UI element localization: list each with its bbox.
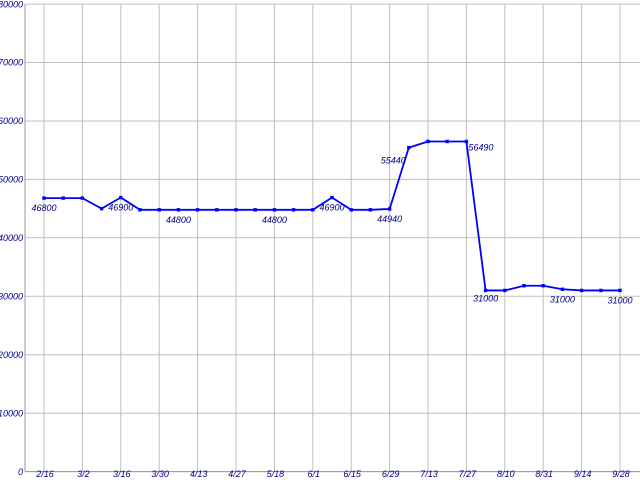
svg-text:6/15: 6/15: [343, 469, 362, 479]
svg-text:6/1: 6/1: [308, 469, 321, 479]
svg-text:40000: 40000: [0, 233, 23, 243]
svg-text:20000: 20000: [0, 350, 23, 360]
svg-text:44940: 44940: [377, 214, 402, 224]
svg-text:10000: 10000: [0, 408, 23, 418]
svg-text:3/2: 3/2: [77, 469, 90, 479]
svg-text:46900: 46900: [319, 203, 344, 213]
svg-text:44800: 44800: [166, 215, 191, 225]
svg-text:9/14: 9/14: [574, 469, 592, 479]
svg-text:46900: 46900: [108, 203, 133, 213]
svg-text:7/27: 7/27: [459, 469, 478, 479]
svg-text:9/28: 9/28: [612, 469, 630, 479]
svg-text:70000: 70000: [0, 58, 23, 68]
svg-text:5/18: 5/18: [267, 469, 285, 479]
svg-text:31000: 31000: [473, 293, 498, 303]
svg-text:56490: 56490: [468, 143, 493, 153]
svg-text:30000: 30000: [0, 292, 23, 302]
svg-text:7/13: 7/13: [420, 469, 438, 479]
svg-text:50000: 50000: [0, 175, 23, 185]
svg-text:2/16: 2/16: [35, 469, 54, 479]
svg-text:80000: 80000: [0, 0, 23, 9]
svg-text:4/13: 4/13: [190, 469, 208, 479]
svg-text:6/29: 6/29: [382, 469, 400, 479]
svg-text:55440: 55440: [381, 156, 406, 166]
svg-text:4/27: 4/27: [228, 469, 247, 479]
svg-text:31000: 31000: [607, 295, 632, 305]
svg-text:3/30: 3/30: [151, 469, 169, 479]
svg-text:46800: 46800: [31, 203, 56, 213]
svg-text:44800: 44800: [262, 215, 287, 225]
svg-text:60000: 60000: [0, 116, 23, 126]
svg-text:8/10: 8/10: [497, 469, 515, 479]
svg-text:31000: 31000: [550, 294, 575, 304]
svg-text:0: 0: [18, 467, 23, 477]
svg-text:8/31: 8/31: [535, 469, 553, 479]
svg-text:3/16: 3/16: [113, 469, 131, 479]
